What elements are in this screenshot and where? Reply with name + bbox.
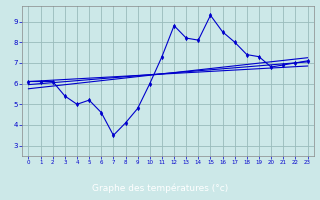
Text: Graphe des températures (°c): Graphe des températures (°c) [92, 184, 228, 193]
